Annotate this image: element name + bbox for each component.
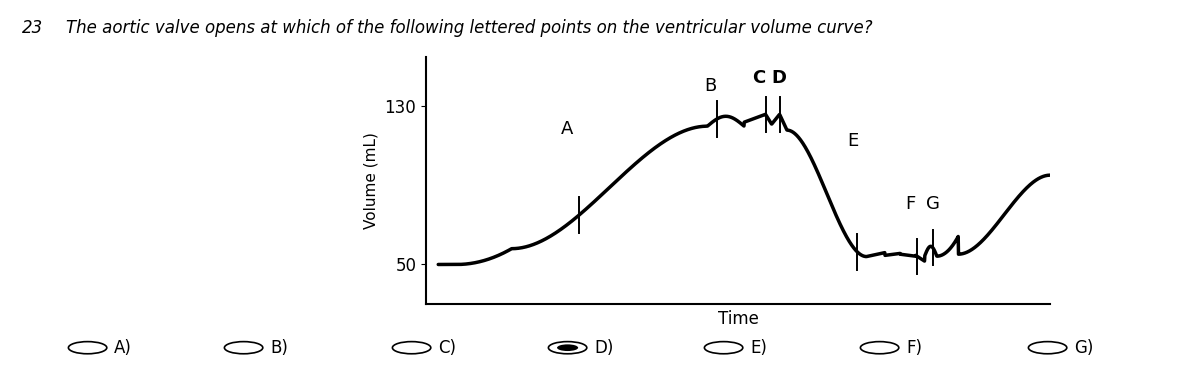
Text: A: A	[560, 120, 572, 138]
Y-axis label: Volume (mL): Volume (mL)	[364, 132, 379, 229]
Text: A): A)	[114, 339, 132, 357]
Text: E): E)	[750, 339, 767, 357]
X-axis label: Time: Time	[718, 310, 758, 328]
Text: G: G	[925, 195, 940, 213]
Text: C): C)	[438, 339, 456, 357]
Text: F: F	[905, 195, 916, 213]
Text: E: E	[847, 132, 859, 150]
Text: B: B	[704, 76, 716, 95]
Text: G): G)	[1074, 339, 1093, 357]
Text: D): D)	[594, 339, 613, 357]
Text: F): F)	[906, 339, 922, 357]
Text: C: C	[752, 69, 766, 87]
Text: D: D	[772, 69, 786, 87]
Text: The aortic valve opens at which of the following lettered points on the ventricu: The aortic valve opens at which of the f…	[66, 19, 872, 37]
Text: B): B)	[270, 339, 288, 357]
Text: 23: 23	[22, 19, 43, 37]
